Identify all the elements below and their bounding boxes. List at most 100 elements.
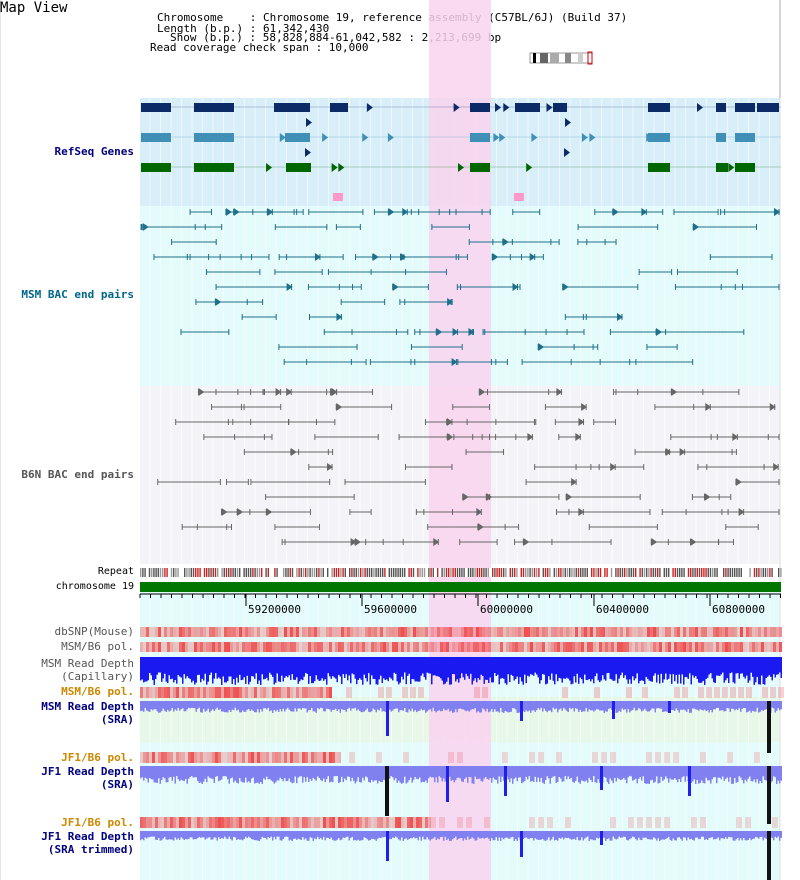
msm-sra-depth [704,701,706,710]
jf1-sra-depth [425,766,427,781]
repeat-mark [175,568,177,577]
msm-pol2-cell [155,687,158,698]
msm-sra-depth [218,701,220,711]
jf1-sra-depth [479,766,481,779]
msm-pol-cell [278,642,281,652]
msm-pol-cell [647,642,650,652]
msm-sra-depth [677,701,679,711]
gene-exon [330,103,348,112]
jf1-sra-depth [315,766,317,781]
msm-pol2-cell [770,687,776,698]
dbsnp-cell [467,627,470,637]
msm-cap-depth [159,657,161,673]
b6n-bac-arrow [769,403,776,411]
msm-cap-depth [560,657,562,679]
msm-cap-depth [273,657,275,685]
repeat-mark [723,568,725,577]
jf1-pol2-cell [293,817,296,828]
jf1-pol2-cell [374,817,377,828]
jf1-sra-depth [704,766,706,784]
jf1-trim-depth [657,831,659,839]
dbsnp-cell [179,627,182,637]
jf1-trim-depth [608,831,610,839]
jf1-trim-depth [254,831,256,841]
track-label-msm-bac[interactable]: MSM BAC end pairs [21,288,134,301]
msm-cap-depth [494,657,496,674]
msm-pol-cell [548,642,551,652]
msm-sra-depth [642,701,644,711]
msm-cap-depth [618,657,620,679]
jf1-sra-depth [623,766,625,778]
msm-cap-depth [171,657,173,679]
track-label-jf1-depth-sra-1: JF1 Read Depth [41,765,134,778]
msm-pol2-cell [642,687,648,698]
jf1-pol-cell [403,752,409,763]
jf1-trim-depth [234,831,236,838]
jf1-pol2-cell [326,817,329,828]
dbsnp-cell [665,627,668,637]
jf1-trim-depth [719,831,721,841]
msm-cap-depth [501,657,503,678]
b6n-bac-arrow [527,433,534,441]
dbsnp-cell [218,627,221,637]
jf1-sra-depth [771,766,773,782]
msm-pol-cell [143,642,146,652]
jf1-trim-depth [222,831,224,839]
msm-sra-depth [155,701,157,710]
jf1-pol-cell [164,752,167,763]
msm-sra-depth [482,701,484,709]
jf1-sra-depth [426,766,428,783]
jf1-trim-depth [438,831,440,840]
jf1-pol-cell [299,752,302,763]
msm-cap-depth [440,657,442,679]
jf1-trim-depth [356,831,358,841]
dbsnp-cell [536,627,539,637]
dbsnp-cell [578,627,581,637]
gene-exon [553,103,567,112]
jf1-trim-depth [510,831,512,838]
repeat-mark [496,568,498,577]
dbsnp-cell [647,627,650,637]
msm-pol2-cell [326,687,329,698]
jf1-sra-depth [668,766,670,783]
jf1-sra-depth [773,766,775,777]
b6n-bac-arrow [237,508,244,516]
msm-pol-cell [428,642,431,652]
track-label-b6n-bac[interactable]: B6N BAC end pairs [21,468,134,481]
jf1-pol-cell [592,752,598,763]
repeat-mark [371,568,373,577]
msm-pol-cell [512,642,515,652]
track-label-refseq[interactable]: RefSeq Genes [54,145,134,158]
msm-sra-depth [459,701,461,709]
repeat-mark [520,568,522,577]
msm-pol-cell [248,642,251,652]
dbsnp-cell [530,627,533,637]
repeat-mark [676,568,679,577]
msm-pol2-cell [263,687,266,698]
jf1-pol2-cell [356,817,359,828]
msm-pol2-cell [173,687,176,698]
jf1-pol-cell [278,752,281,763]
msm-pol-cell [404,642,407,652]
msm-pol-cell [383,642,386,652]
b6n-bac-arrow [578,508,585,516]
repeat-mark [283,568,285,577]
jf1-sra-depth [206,766,208,783]
jf1-trim-depth [390,831,392,840]
jf1-sra-depth [512,766,514,784]
jf1-trim-depth [359,831,361,841]
jf1-trim-depth [683,831,685,838]
jf1-sra-gap-left [385,766,389,816]
gene-arrow [302,163,309,172]
dbsnp-cell [440,627,443,637]
msm-pol-cell [680,642,683,652]
jf1-trim-depth [702,831,704,837]
jf1-pol2-cell [422,817,425,828]
jf1-trim-depth [720,831,722,839]
msm-cap-depth [438,657,440,677]
msm-cap-depth [269,657,271,673]
msm-sra-depth [452,701,454,713]
jf1-pol-cell [332,752,335,763]
msm-cap-depth [173,657,175,683]
